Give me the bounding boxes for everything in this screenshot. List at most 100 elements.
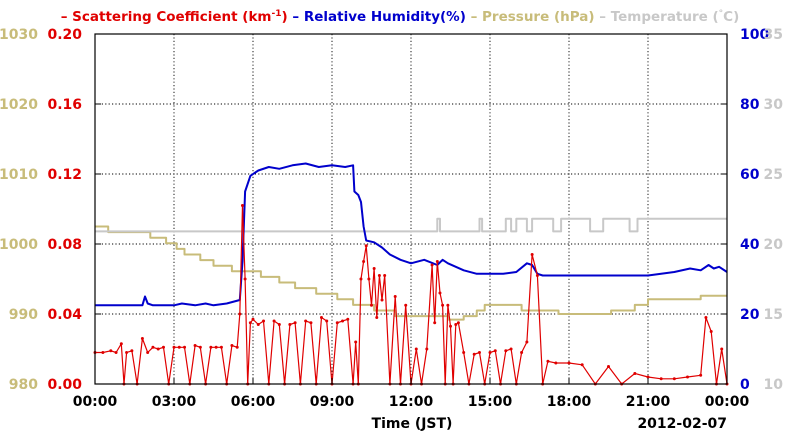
scattering-point (319, 316, 323, 319)
scattering-point (433, 321, 437, 325)
scattering-point (243, 277, 247, 281)
humidity-tick-label: 0 (740, 377, 750, 393)
scattering-point (449, 324, 452, 328)
scattering-point (177, 345, 181, 349)
x-tick-label: 03:00 (152, 394, 197, 410)
x-tick-label: 06:00 (231, 394, 276, 410)
scattering-point (377, 274, 381, 277)
scattering-point (472, 352, 476, 356)
scattering-point (370, 303, 373, 307)
scattering-point (119, 342, 123, 346)
pressure-tick-label: 1010 (0, 167, 38, 183)
scattering-point (140, 337, 144, 340)
pressure-series-line (95, 225, 727, 321)
scattering-point (375, 316, 379, 319)
scattering-point (238, 312, 242, 316)
scattering-tick-label: 0.08 (47, 237, 82, 253)
axes: 98099010001010102010300.000.040.080.120.… (0, 27, 783, 410)
scattering-point (686, 375, 689, 379)
scattering-point (251, 317, 255, 321)
scattering-point (425, 347, 429, 351)
scattering-point (509, 347, 513, 351)
scattering-point (456, 321, 460, 325)
x-tick-label: 21:00 (626, 394, 671, 410)
scattering-point (435, 260, 439, 263)
scattering-point (438, 291, 442, 295)
scattering-point (607, 365, 610, 368)
scattering-point (130, 349, 134, 353)
scattering-point (520, 351, 524, 354)
humidity-tick-label: 40 (740, 237, 760, 253)
scattering-point (214, 345, 218, 349)
scattering-point (272, 319, 276, 323)
series-layer (93, 162, 729, 386)
date-label: 2012-02-07 (637, 416, 727, 432)
scattering-point (354, 340, 358, 344)
legend-item-p: – Pressure (hPa) (466, 9, 595, 25)
humidity-series-line (95, 162, 728, 307)
scattering-point (383, 274, 387, 277)
scattering-point (633, 372, 637, 375)
scattering-point (325, 319, 329, 323)
x-axis-label: Time (JST) (372, 416, 453, 432)
pressure-tick-label: 1020 (0, 97, 38, 113)
scattering-point (101, 351, 105, 354)
scattering-point (362, 260, 366, 263)
scattering-tick-label: 0.00 (47, 377, 82, 393)
scattering-series-line (95, 204, 728, 385)
x-tick-label: 00:00 (73, 394, 118, 410)
scattering-point (367, 277, 371, 281)
x-tick-label: 09:00 (310, 394, 355, 410)
scattering-point (462, 351, 466, 354)
temperature-tick-label: 10 (764, 377, 784, 393)
scattering-tick-label: 0.16 (47, 97, 82, 113)
scattering-point (219, 345, 223, 349)
scattering-tick-label: 0.20 (47, 27, 82, 43)
legend: – Scattering Coefficient (km-1) – Relati… (61, 9, 740, 25)
scattering-point (346, 317, 350, 321)
scattering-point (646, 375, 650, 379)
scattering-point (446, 303, 450, 307)
scattering-point (125, 351, 129, 354)
temperature-tick-label: 35 (764, 27, 783, 43)
pressure-tick-label: 990 (9, 307, 38, 323)
scattering-point (209, 345, 213, 349)
scattering-point (304, 319, 308, 323)
scattering-point (720, 347, 724, 351)
scattering-tick-label: 0.04 (47, 307, 82, 323)
scattering-point (414, 347, 418, 351)
scattering-point (567, 361, 571, 365)
scattering-point (262, 319, 266, 323)
legend-superscript: ° (719, 9, 724, 19)
humidity-tick-label: 80 (740, 97, 760, 113)
scattering-point (146, 351, 150, 354)
legend-item-suffix: C) (723, 9, 739, 25)
grid (95, 34, 727, 384)
humidity-tick-label: 100 (740, 27, 769, 43)
scattering-point (454, 323, 458, 326)
scattering-point (372, 267, 376, 270)
scattering-point (704, 316, 708, 319)
scattering-point (341, 319, 345, 323)
scattering-point (151, 345, 155, 349)
scattering-point (335, 321, 339, 325)
scattering-point (393, 295, 397, 298)
scattering-point (441, 303, 445, 307)
legend-item-t: – Temperature ( (595, 9, 719, 25)
scattering-point (659, 377, 663, 381)
legend-superscript: -1 (272, 9, 282, 19)
legend-item-suffix: ) (282, 9, 288, 25)
scattering-point (256, 323, 260, 326)
scattering-point (198, 345, 202, 349)
pressure-tick-label: 1030 (0, 27, 38, 43)
scattering-point (161, 345, 165, 349)
legend-item-sc: – Scattering Coefficient (km (61, 9, 272, 25)
scattering-point (230, 344, 234, 347)
scattering-point (525, 340, 529, 344)
scattering-point (672, 377, 676, 381)
legend-item-rh: – Relative Humidity(%) (288, 9, 466, 25)
scattering-point (364, 244, 368, 248)
scattering-point (493, 349, 497, 353)
scattering-point (504, 349, 508, 353)
